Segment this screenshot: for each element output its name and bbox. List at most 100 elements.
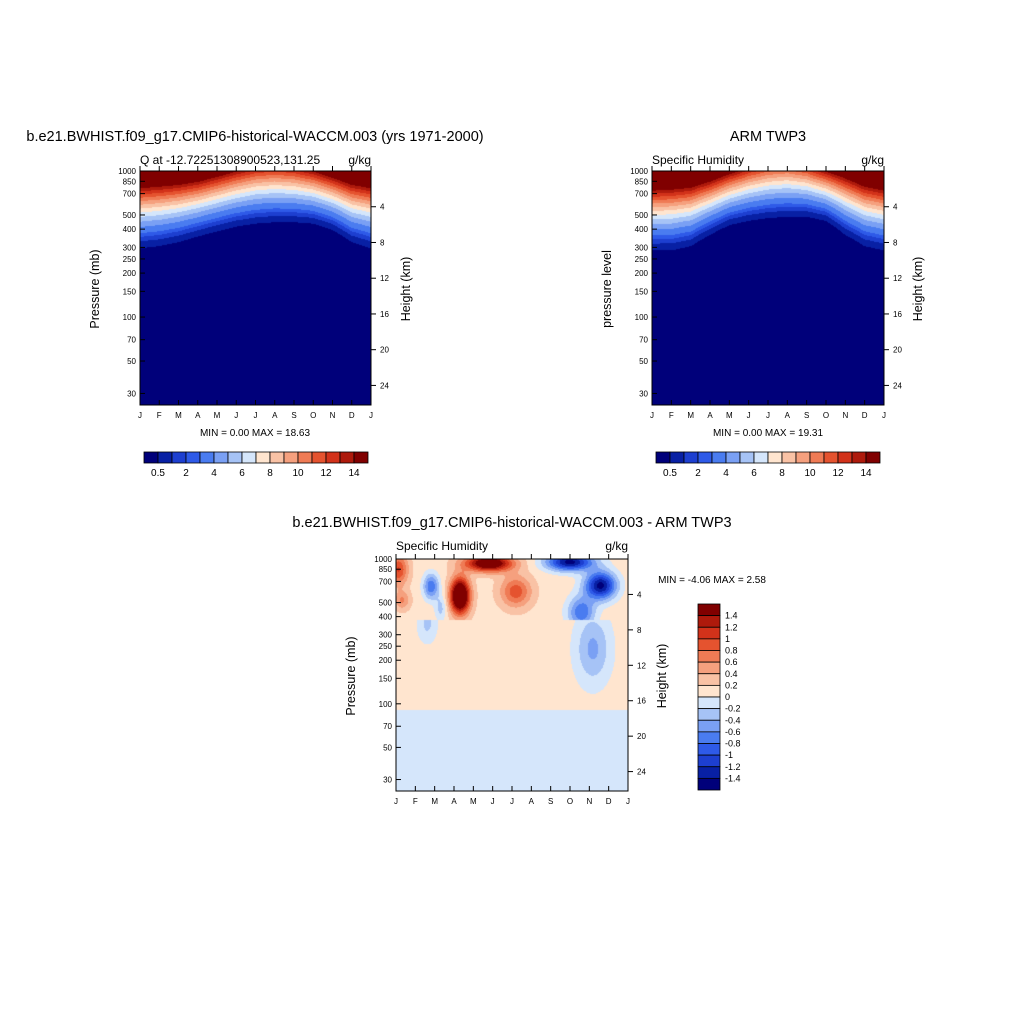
model-yright-tick-label: 12: [380, 274, 389, 283]
obs-xtick-label: J: [650, 411, 654, 420]
obs-colorbar-swatch: [837, 451, 853, 464]
obs-stats: MIN = 0.00 MAX = 19.31: [713, 428, 823, 439]
obs-title: ARM TWP3: [730, 129, 806, 145]
obs-xtick-label: M: [726, 411, 733, 420]
diff-colorbar-swatch: [697, 754, 721, 768]
obs-xtick-label: A: [785, 411, 791, 420]
obs-colorbar-swatch: [809, 451, 825, 464]
diff-ytick-label: 150: [379, 674, 393, 683]
model-yright-tick-label: 16: [380, 310, 389, 319]
obs-colorbar-swatch: [823, 451, 839, 464]
model-colorbar-label: 6: [239, 468, 245, 479]
obs-left-label: Specific Humidity: [652, 153, 744, 167]
model-xtick-label: J: [234, 411, 238, 420]
diff-colorbar-swatch: [697, 777, 721, 791]
diff-title: b.e21.BWHIST.f09_g17.CMIP6-historical-WA…: [292, 515, 731, 531]
model-colorbar-label: 8: [267, 468, 273, 479]
obs-heatmap-canvas: [652, 171, 884, 405]
model-xtick-label: J: [138, 411, 142, 420]
diff-ytick-label: 200: [379, 656, 393, 665]
model-ytick-label: 150: [123, 287, 137, 296]
model-colorbar-swatch: [157, 451, 173, 464]
obs-colorbar-swatch: [851, 451, 867, 464]
obs-yright-tick-label: 20: [893, 346, 902, 355]
model-xtick-label: O: [310, 411, 316, 420]
model-colorbar-swatch: [171, 451, 187, 464]
model-ytick-label: 200: [123, 269, 137, 278]
model-ytick-label: 250: [123, 255, 137, 264]
obs-yright-tick-label: 4: [893, 203, 898, 212]
model-colorbar-swatch: [283, 451, 299, 464]
diff-colorbar-swatch: [697, 626, 721, 640]
diff-xtick-label: O: [567, 797, 573, 806]
diff-xtick-label: D: [606, 797, 612, 806]
obs-ytick-label: 500: [635, 211, 649, 220]
obs-yright-tick-label: 16: [893, 310, 902, 319]
model-xtick-label: D: [349, 411, 355, 420]
diff-colorbar-label: -0.4: [725, 715, 741, 725]
diff-colorbar-swatch: [697, 696, 721, 710]
model-colorbar-swatch: [297, 451, 313, 464]
obs-xtick-label: N: [842, 411, 848, 420]
diff-colorbar-label: 0.2: [725, 680, 738, 690]
obs-ytick-label: 50: [639, 357, 648, 366]
obs-ytick-label: 700: [635, 190, 649, 199]
diff-yright-tick-label: 4: [637, 590, 642, 599]
obs-colorbar-swatch: [655, 451, 671, 464]
model-ytick-label: 30: [127, 389, 136, 398]
obs-colorbar-swatch: [865, 451, 881, 464]
obs-colorbar-label: 8: [779, 468, 785, 479]
diff-colorbar-label: 0: [725, 692, 730, 702]
diff-yright-tick-label: 12: [637, 661, 646, 670]
model-ytick-label: 300: [123, 243, 137, 252]
obs-ytick-label: 100: [635, 313, 649, 322]
diff-colorbar-label: 1: [725, 634, 730, 644]
diff-xtick-label: J: [510, 797, 514, 806]
model-yright-tick-label: 20: [380, 346, 389, 355]
model-xtick-label: J: [254, 411, 258, 420]
diff-colorbar-label: 1.4: [725, 611, 738, 621]
model-colorbar-swatch: [143, 451, 159, 464]
obs-colorbar-swatch: [711, 451, 727, 464]
diff-xtick-label: F: [413, 797, 418, 806]
diff-colorbar-label: 1.2: [725, 622, 738, 632]
model-xtick-label: A: [195, 411, 201, 420]
obs-xtick-label: O: [823, 411, 829, 420]
diff-yright-tick-label: 20: [637, 732, 646, 741]
diff-stats: MIN = -4.06 MAX = 2.58: [658, 575, 766, 586]
diff-colorbar-swatch: [697, 603, 721, 617]
diff-ytick-label: 1000: [374, 555, 392, 564]
diff-xtick-label: J: [491, 797, 495, 806]
diff-colorbar-swatch: [697, 719, 721, 733]
model-colorbar-swatch: [199, 451, 215, 464]
model-colorbar-swatch: [255, 451, 271, 464]
model-colorbar-swatch: [339, 451, 355, 464]
model-yright-tick-label: 8: [380, 238, 385, 247]
diff-colorbar-swatch: [697, 650, 721, 663]
model-stats: MIN = 0.00 MAX = 18.63: [200, 428, 310, 439]
diff-colorbar-label: -0.2: [725, 704, 741, 714]
diff-ytick-label: 250: [379, 642, 393, 651]
obs-colorbar-label: 6: [751, 468, 757, 479]
obs-xtick-label: D: [862, 411, 868, 420]
model-colorbar-label: 2: [183, 468, 189, 479]
obs-xtick-label: M: [687, 411, 694, 420]
obs-xtick-label: A: [707, 411, 713, 420]
obs-yright-tick-label: 8: [893, 238, 898, 247]
model-colorbar-swatch: [311, 451, 327, 464]
obs-colorbar-swatch: [669, 451, 685, 464]
diff-ytick-label: 30: [383, 776, 392, 785]
diff-colorbar-swatch: [697, 684, 721, 698]
diff-ytick-label: 500: [379, 599, 393, 608]
obs-ytick-label: 850: [635, 177, 649, 186]
model-ytick-label: 50: [127, 357, 136, 366]
model-right-label: g/kg: [348, 153, 371, 167]
diff-xtick-label: J: [626, 797, 630, 806]
diff-colorbar-label: 0.4: [725, 669, 738, 679]
diff-heatmap-canvas: [396, 559, 628, 791]
diff-yright-tick-label: 24: [637, 768, 646, 777]
obs-colorbar-swatch: [781, 451, 797, 464]
model-colorbar-swatch: [185, 451, 201, 464]
diff-ytick-label: 100: [379, 700, 393, 709]
